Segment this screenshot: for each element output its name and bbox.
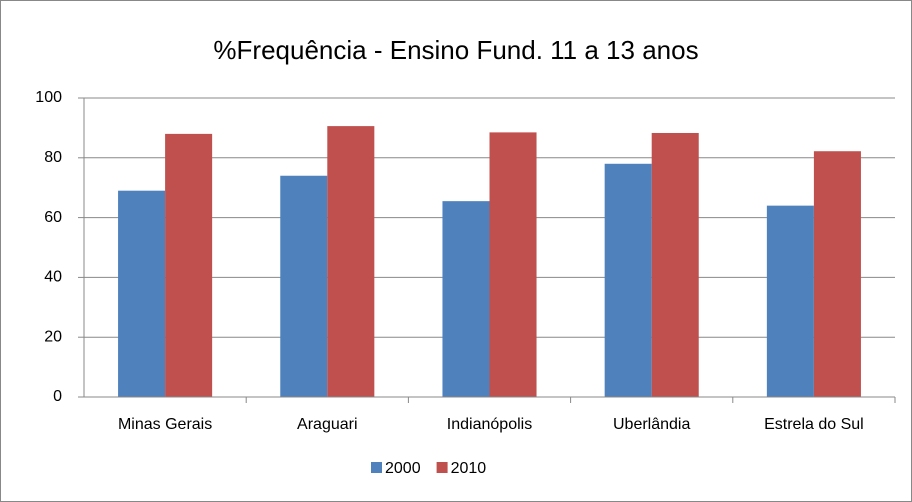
legend-label: 2010 xyxy=(451,460,487,477)
bar xyxy=(165,133,213,397)
y-tick-label: 20 xyxy=(44,328,62,345)
y-tick-label: 100 xyxy=(35,89,62,106)
x-tick-label: Araguari xyxy=(297,416,357,433)
legend-swatch xyxy=(436,462,448,473)
bar xyxy=(813,151,861,397)
bar xyxy=(651,132,699,397)
bar xyxy=(604,163,652,397)
x-tick-label: Estrela do Sul xyxy=(764,416,864,433)
bar xyxy=(442,201,490,397)
bar xyxy=(280,175,328,397)
y-tick-label: 80 xyxy=(44,149,62,166)
y-tick-label: 0 xyxy=(53,388,62,405)
y-tick-label: 60 xyxy=(44,209,62,226)
legend-label: 2000 xyxy=(385,460,421,477)
legend-swatch xyxy=(371,462,382,473)
x-tick-label: Uberlândia xyxy=(613,416,690,433)
x-tick-label: Minas Gerais xyxy=(118,416,212,433)
bar xyxy=(118,190,166,397)
x-tick-label: Indianópolis xyxy=(447,416,532,433)
chart-title: %Frequência - Ensino Fund. 11 a 13 anos xyxy=(213,35,698,65)
y-tick-label: 40 xyxy=(44,269,62,286)
bar xyxy=(766,205,814,397)
bar xyxy=(489,132,537,397)
bar xyxy=(327,126,375,397)
